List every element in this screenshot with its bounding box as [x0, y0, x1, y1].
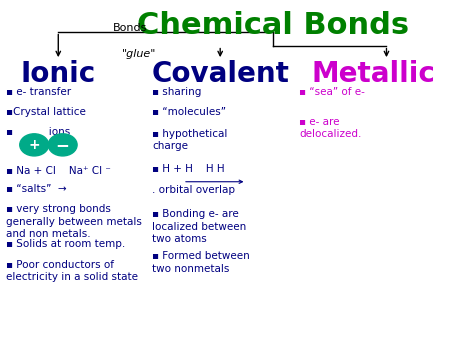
- Text: . orbital overlap: . orbital overlap: [153, 185, 235, 195]
- Text: ▪           ions: ▪ ions: [6, 127, 70, 137]
- Text: ▪ “salts”  →: ▪ “salts” →: [6, 184, 67, 194]
- Text: ▪ Solids at room temp.: ▪ Solids at room temp.: [6, 239, 125, 249]
- Text: −: −: [56, 136, 70, 154]
- Text: +: +: [28, 138, 40, 152]
- Text: ▪ very strong bonds
generally between metals
and non metals.: ▪ very strong bonds generally between me…: [6, 204, 142, 239]
- Text: ▪Crystal lattice: ▪Crystal lattice: [6, 107, 85, 117]
- Text: Chemical Bonds: Chemical Bonds: [137, 11, 409, 41]
- Text: ▪ hypothetical
charge: ▪ hypothetical charge: [153, 129, 228, 151]
- Circle shape: [20, 134, 49, 156]
- Text: ▪ e- are
delocalized.: ▪ e- are delocalized.: [299, 117, 361, 140]
- Text: ▪ Bonding e- are
localized between
two atoms: ▪ Bonding e- are localized between two a…: [153, 209, 247, 244]
- Circle shape: [48, 134, 77, 156]
- Text: ▪ Poor conductors of
electricity in a solid state: ▪ Poor conductors of electricity in a so…: [6, 260, 138, 282]
- Text: ▪ e- transfer: ▪ e- transfer: [6, 87, 71, 97]
- Text: Bonds: Bonds: [113, 23, 148, 33]
- Text: Ionic: Ionic: [21, 60, 96, 88]
- Text: ▪ Na + Cl    Na⁺ Cl ⁻: ▪ Na + Cl Na⁺ Cl ⁻: [6, 166, 111, 176]
- Text: ▪ “molecules”: ▪ “molecules”: [153, 107, 226, 117]
- Text: Metallic: Metallic: [311, 60, 435, 88]
- Text: ▪ Formed between
two nonmetals: ▪ Formed between two nonmetals: [153, 251, 250, 273]
- Text: "glue": "glue": [122, 49, 157, 59]
- Text: ▪ sharing: ▪ sharing: [153, 87, 202, 97]
- Text: Covalent: Covalent: [151, 60, 289, 88]
- Text: ▪ “sea” of e-: ▪ “sea” of e-: [299, 87, 365, 97]
- Text: ▪ H + H    H H: ▪ H + H H H: [153, 164, 225, 174]
